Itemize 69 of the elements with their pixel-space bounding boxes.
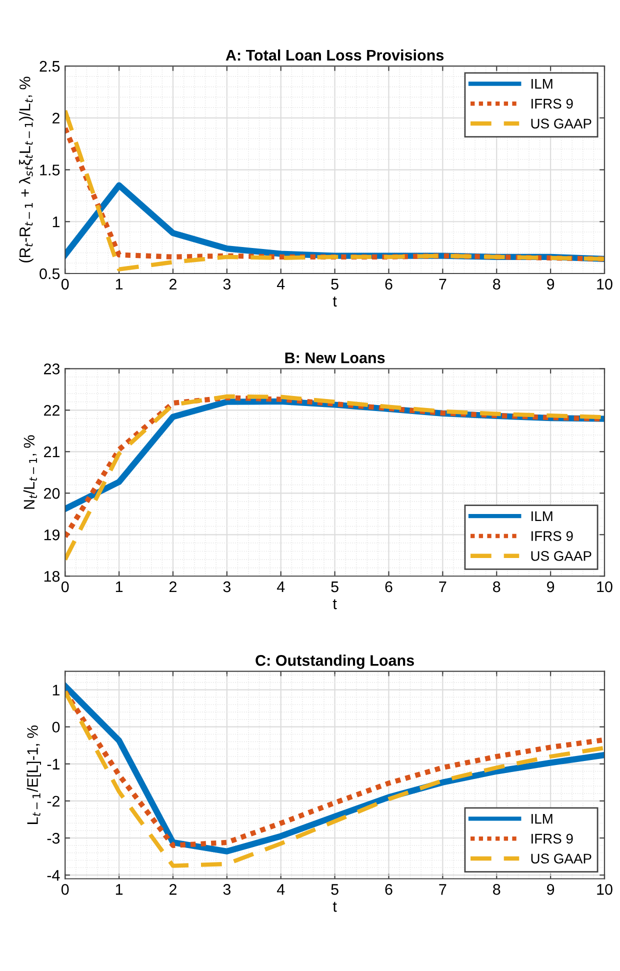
x-tick-label: 1 (116, 884, 123, 895)
legend-label: ILM (532, 79, 552, 89)
x-tick-label: 1 (116, 582, 123, 592)
x-tick-label: 6 (385, 581, 392, 592)
y-tick-label: 21 (44, 446, 60, 458)
x-tick-label: 9 (547, 278, 554, 290)
x-tick-label: 7 (439, 884, 446, 895)
x-tick-label: 10 (597, 581, 612, 592)
x-tick-label: 8 (493, 884, 500, 895)
x-tick-label: 4 (276, 884, 285, 895)
x-tick-label: 10 (597, 884, 612, 895)
legend-label: IFRS 9 (532, 834, 573, 844)
y-tick-label: 23 (44, 364, 60, 374)
x-tick-label: 9 (547, 581, 554, 592)
y-tick-label: 18 (44, 570, 60, 582)
x-tick-label: 0 (61, 884, 69, 895)
x-tick-label: 7 (439, 278, 446, 290)
legend-label: US GAAP (531, 551, 592, 561)
x-tick-label: 5 (331, 582, 338, 592)
x-tick-label: 2 (170, 884, 176, 895)
legend-label: IFRS 9 (532, 98, 573, 109)
chart-title: C: Outstanding Loans (256, 654, 414, 669)
y-tick-label: 1.5 (40, 164, 60, 176)
y-tick-label: -4 (47, 870, 60, 881)
line-series (65, 108, 604, 272)
y-tick-label: 0 (52, 722, 60, 733)
x-tick-label: 7 (439, 582, 446, 592)
y-tick-label: 2.5 (40, 60, 60, 72)
x-tick-label: 3 (223, 884, 230, 895)
x-tick-label: 5 (331, 884, 338, 895)
x-tick-label: 6 (385, 884, 392, 895)
legend-label: IFRS 9 (532, 531, 573, 541)
y-tick-label: 0.5 (40, 268, 60, 280)
y-axis-title: N$_{t}$/L$_{t−1}$, % (23, 435, 37, 509)
x-tick-label: 6 (385, 278, 392, 290)
y-tick-label: -3 (47, 832, 60, 844)
x-tick-label: 4 (276, 278, 285, 290)
y-axis-title: L$_{t−1}$/E[L]-1, % (26, 725, 41, 824)
x-tick-label: 4 (276, 582, 285, 592)
chart-title: B: New Loans (285, 352, 385, 364)
x-tick-label: 2 (170, 581, 176, 592)
x-tick-label: 1 (116, 278, 123, 290)
x-axis-title: t (332, 902, 337, 912)
y-tick-label: 2 (52, 112, 60, 124)
x-tick-label: 0 (61, 581, 69, 592)
y-tick-label: 22 (44, 405, 60, 416)
legend-label: ILM (532, 814, 552, 824)
x-tick-label: 3 (223, 581, 230, 592)
x-tick-label: 8 (493, 278, 500, 290)
y-tick-label: 1 (52, 684, 60, 696)
chart-title: A: Total Loan Loss Provisions (226, 49, 444, 61)
x-tick-label: 2 (170, 278, 176, 290)
x-tick-label: 9 (547, 884, 554, 895)
y-tick-label: -2 (47, 796, 60, 806)
y-tick-label: 20 (44, 488, 60, 499)
legend-label: ILM (532, 511, 552, 521)
x-tick-label: 3 (223, 278, 230, 290)
x-tick-label: 0 (61, 278, 69, 290)
x-tick-label: 8 (493, 581, 500, 592)
y-tick-label: -1 (47, 758, 60, 770)
x-tick-label: 5 (331, 278, 338, 290)
y-tick-label: 19 (44, 530, 60, 540)
y-tick-label: 1 (52, 216, 60, 228)
x-axis-title: t (332, 599, 337, 610)
x-tick-label: 10 (597, 278, 612, 290)
text: (R$_{t}$-R$_{t−1}$ + λ$_{st}$ξ$_{t}$L$_{t−1}$)/L$_{t}$, % (19, 76, 34, 262)
x-axis-title: t (332, 296, 337, 307)
legend-label: US GAAP (531, 854, 592, 864)
legend-label: US GAAP (531, 118, 592, 129)
